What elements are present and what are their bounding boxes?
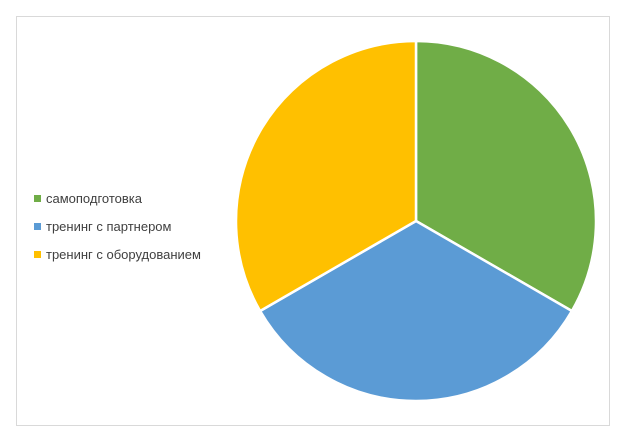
legend-label-equipment-training: тренинг с оборудованием: [46, 246, 201, 262]
legend-swatch-self-preparation: [34, 194, 41, 202]
legend-item-equipment-training: тренинг с оборудованием: [34, 240, 201, 268]
pie-slice-equipment-training: [234, 39, 418, 313]
chart-legend: самоподготовка тренинг с партнером трени…: [34, 184, 201, 268]
legend-swatch-equipment-training: [34, 250, 41, 258]
legend-item-partner-training: тренинг с партнером: [34, 212, 201, 240]
legend-item-self-preparation: самоподготовка: [34, 184, 201, 212]
legend-swatch-partner-training: [34, 222, 41, 230]
legend-label-self-preparation: самоподготовка: [46, 190, 143, 206]
legend-label-partner-training: тренинг с партнером: [46, 218, 172, 234]
pie-slice-self-preparation: [414, 39, 598, 313]
